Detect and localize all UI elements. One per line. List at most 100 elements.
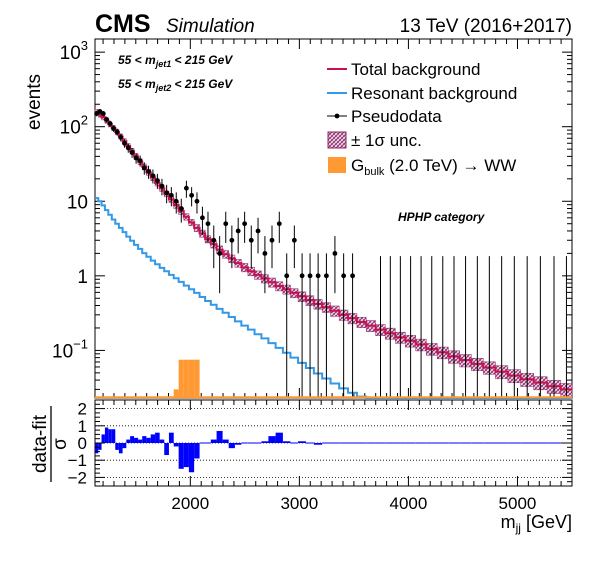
pull-bar <box>111 429 116 443</box>
cut-label-1-sub: jet1 <box>155 59 172 69</box>
legend-unc-text: ± 1σ unc. <box>351 131 422 150</box>
pseudodata-point <box>269 237 275 243</box>
pull-bar <box>95 443 99 454</box>
pull-bar <box>210 439 217 443</box>
pseudodata-point <box>324 273 329 279</box>
pseudodata-point <box>100 111 106 116</box>
ratio-y-axis-label: data-fit σ <box>30 406 71 482</box>
pseudodata-point <box>129 150 135 155</box>
cut-label-2-pre: 55 < m <box>118 77 156 91</box>
signal-bin <box>188 359 195 398</box>
cut-label-1-post: < 215 GeV <box>171 53 233 67</box>
pull-bar <box>234 443 242 445</box>
main-y-tick-label: 1 <box>77 267 88 288</box>
energy-label: 13 TeV (2016+2017) <box>400 16 572 37</box>
pseudodata-point <box>104 117 110 122</box>
legend-entry-signal: Gbulk (2.0 TeV) → WW <box>328 156 516 178</box>
legend-entry-pseudodata: Pseudodata <box>327 107 442 126</box>
pull-bar <box>313 443 323 445</box>
main-y-tick-label: 102 <box>60 113 88 139</box>
pull-bar <box>134 437 139 443</box>
pull-bar <box>126 439 131 443</box>
legend-pseudodata-text: Pseudodata <box>351 107 442 126</box>
cut-label-2-post: < 215 GeV <box>171 77 233 91</box>
x-tick-label: 2000 <box>171 494 209 513</box>
experiment-label: CMS <box>95 10 151 38</box>
pull-bar <box>104 427 109 443</box>
pseudodata-point <box>154 178 160 183</box>
legend-signal-sub: bulk <box>364 166 385 178</box>
pull-bar <box>159 439 165 443</box>
ratio-ticks <box>95 399 573 487</box>
legend: Total background Resonant background Pse… <box>327 60 517 178</box>
main-y-tick-label-exponent: 3 <box>81 38 88 53</box>
legend-resonant-text: Resonant background <box>351 84 517 103</box>
pseudodata-point <box>137 158 143 164</box>
pseudodata-point <box>255 228 261 234</box>
pull-bar <box>216 430 223 443</box>
pseudodata-point <box>291 237 297 243</box>
pseudodata-point <box>189 192 195 198</box>
pseudodata-point <box>164 190 170 196</box>
category-label: HPHP category <box>398 210 486 224</box>
signal-bin <box>183 359 189 398</box>
signal-bin <box>173 389 179 398</box>
pseudodata-point <box>178 206 184 211</box>
ratio-y-tick-label: −2 <box>68 468 87 487</box>
signal-layer <box>173 359 200 398</box>
pseudodata-point <box>223 221 229 227</box>
pseudodata-point <box>307 273 313 279</box>
pseudodata-point <box>211 237 217 243</box>
pull-bar <box>150 434 156 443</box>
cut-label-1-pre: 55 < m <box>118 53 156 67</box>
x-tick-label: 4000 <box>390 494 428 513</box>
pseudodata-point <box>150 173 156 179</box>
ratio-y-tick-label: 2 <box>78 400 87 419</box>
legend-entry-total: Total background <box>327 60 480 79</box>
legend-unc-swatch <box>327 131 347 149</box>
legend-entry-unc: ± 1σ unc. <box>327 131 422 150</box>
main-y-tick-label-base: 10 <box>60 118 81 139</box>
pseudodata-point <box>217 250 223 256</box>
pseudodata-point <box>183 185 189 191</box>
main-y-tick-label: 10−1 <box>52 336 88 362</box>
pseudodata-point <box>168 192 174 198</box>
main-y-tick-label: 10 <box>67 192 88 213</box>
pseudodata-point <box>146 169 151 174</box>
ratio-y-tick-label: 1 <box>78 417 87 436</box>
legend-signal-swatch <box>328 157 346 173</box>
ratio-y-tick-label: 0 <box>78 434 87 453</box>
x-tick-label: 3000 <box>280 494 318 513</box>
pseudodata-point <box>205 221 211 227</box>
legend-signal-post: (2.0 TeV) → WW <box>384 156 516 175</box>
main-y-tick-label-exponent: −1 <box>73 336 88 351</box>
pull-bar <box>138 439 143 443</box>
pull-bar <box>282 441 291 443</box>
pull-bar <box>261 441 269 443</box>
ratio-bars <box>95 427 572 473</box>
total-background-line <box>95 110 572 391</box>
pseudodata-point <box>315 273 321 279</box>
cut-label-1: 55 < mjet1 < 215 GeV <box>118 53 233 69</box>
pseudodata-point <box>341 273 347 279</box>
ratio-x-tick-labels: 2000 3000 4000 5000 <box>171 494 536 513</box>
pseudodata-point <box>235 228 241 234</box>
pull-bar <box>178 443 184 469</box>
legend-total-text: Total background <box>351 60 480 79</box>
pseudodata-point <box>200 215 205 221</box>
pseudodata-point <box>284 273 290 279</box>
legend-signal-pre: G <box>351 156 364 175</box>
pull-bar <box>98 443 102 450</box>
pull-bar <box>101 434 105 443</box>
pseudodata-point <box>194 198 200 204</box>
pseudodata-point <box>229 237 235 243</box>
main-y-tick-label-exponent: 2 <box>81 113 88 128</box>
ratio-y-tick-label: −1 <box>68 451 87 470</box>
pull-bar <box>168 432 174 443</box>
pseudodata-point <box>133 155 139 161</box>
main-y-tick-label-base: 10 <box>60 43 81 64</box>
legend-signal-text: Gbulk (2.0 TeV) → WW <box>351 156 516 178</box>
cut-label-2: 55 < mjet2 < 215 GeV <box>118 77 233 93</box>
